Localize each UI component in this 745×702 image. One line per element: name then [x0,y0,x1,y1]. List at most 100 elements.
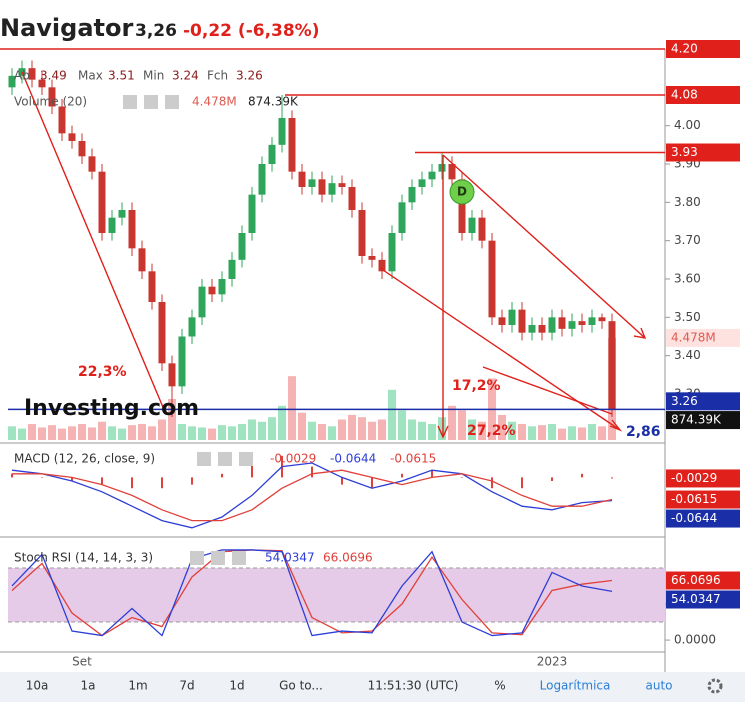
candle-body [368,256,376,260]
volume-bar [198,427,206,440]
candle-body [188,317,196,337]
trend-line [482,366,613,415]
volume-bar [588,424,596,440]
macd-tag: -0.0615 [671,492,717,506]
macd-histogram-bar [491,477,493,489]
macd-histogram-bar [221,473,223,478]
macd-histogram-bar [191,477,193,485]
volume-bar [548,424,556,440]
candle-body [438,164,446,172]
volume-bar [538,425,546,440]
macd-tag-bg [666,469,740,488]
volume-bar [88,427,96,440]
candle-body [148,271,156,302]
range-button[interactable]: 1d [229,679,244,693]
log-toggle[interactable]: Logarítmica [540,679,611,693]
instrument-name: Navigator [0,14,133,42]
indicator-value: 66.0696 [323,551,373,565]
ohlc-value: 3.26 [236,69,263,83]
candle-body [228,259,236,279]
level-tag-bg [666,143,740,162]
candle-body [418,179,426,187]
volume-bar [358,417,366,440]
annotation: 17,2% [452,378,501,394]
arrow-head [437,425,449,439]
macd-histogram-bar [611,477,613,479]
candle-body [238,233,246,260]
volume-bar [18,428,26,440]
volume-bar [478,421,486,440]
volume-bar [278,405,286,440]
range-button[interactable]: 1a [81,679,96,693]
candle-body [388,233,396,272]
y-tick-label: 4.00 [674,118,701,132]
macd-histogram-bar [41,477,43,478]
y-tick-label: 3.50 [674,310,701,324]
candle-body [28,68,36,80]
range-button[interactable]: 1m [128,679,147,693]
y-tick-label: 0.0000 [674,633,716,647]
candle-body [568,321,576,329]
volume-ma-tag-bg [666,411,740,430]
goto-button[interactable]: Go to... [279,679,323,693]
stoch-k-line [11,549,613,637]
macd-histogram-bar [581,473,583,478]
indicator-icons[interactable] [123,95,179,109]
candle-body [458,179,466,233]
drawings [21,71,647,439]
candle-body [398,202,406,233]
indicator-icons[interactable] [197,452,253,466]
macd-histogram-bar [551,477,553,481]
stoch-tag: 54.0347 [671,592,721,606]
signal-line [12,469,613,522]
volume-bar [98,421,106,440]
volume-bar [228,426,236,440]
volume-bar [378,419,386,440]
range-button[interactable]: 7d [179,679,194,693]
candle-body [78,141,86,157]
indicator-value: 874.39K [248,95,299,109]
ohlc-label: Max [78,69,103,83]
ohlc-value: 3.51 [108,69,135,83]
volume-bar [108,426,116,440]
candle-body [278,118,286,145]
candle-body [298,171,306,187]
volume-bar [118,428,126,440]
candle-body [48,87,56,107]
settings-icon[interactable] [707,678,723,694]
price-change: -0,22 (-6,38%) [183,21,320,41]
volume-bar [388,389,396,440]
indicator-icons[interactable] [190,551,246,565]
candle-body [468,217,476,233]
volume-bar [188,426,196,440]
ohlc-value: 3.49 [40,69,67,83]
volume-bar [248,419,256,440]
last-price-tag: 3.26 [671,394,698,408]
ohlc-label: Min [143,69,164,83]
indicator-name: MACD (12, 26, close, 9) [14,452,155,466]
candle-body [608,321,616,410]
volume-bar [148,426,156,440]
volume-ma-tag: 874.39K [671,413,722,427]
candle-body [58,106,66,134]
indicator-value: -0.0615 [390,452,436,466]
volume-bar [468,419,476,440]
volume-bar [38,427,46,440]
macd-histogram-bar [11,473,13,478]
volume-bar [268,417,276,440]
volume-bar [28,424,36,440]
candle-body [488,240,496,318]
candle-body [538,325,546,333]
indicator-name: Stoch RSI (14, 14, 3, 3) [14,551,153,565]
auto-toggle[interactable]: auto [645,679,672,693]
level-tag: 4.20 [671,42,698,56]
candle-body [478,217,486,241]
percent-toggle[interactable]: % [494,679,505,693]
ohlc-label: Fch [207,69,228,83]
macd-histogram-bar [71,477,73,481]
macd-histogram-bar [251,463,253,478]
volume-bar [178,424,186,440]
range-button[interactable]: 10a [26,679,49,693]
